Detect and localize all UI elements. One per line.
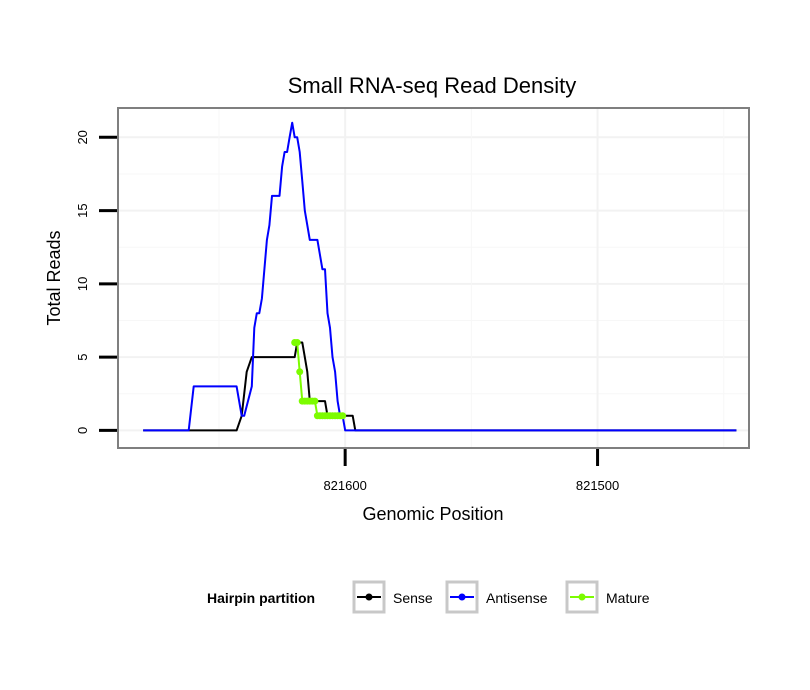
y-tick-label: 10 — [75, 277, 90, 291]
legend-title: Hairpin partition — [207, 590, 315, 606]
data-point-mature — [293, 338, 301, 346]
legend-point-sense — [365, 593, 373, 601]
y-tick-label: 5 — [75, 354, 90, 361]
plot-background — [118, 108, 749, 448]
plot-panel — [117, 107, 750, 449]
series-line-antisense — [143, 121, 737, 432]
data-point-mature — [296, 368, 304, 376]
legend-point-antisense — [458, 593, 466, 601]
y-axis: 0 5 10 15 20 — [75, 130, 117, 434]
y-tick-label: 20 — [75, 130, 90, 144]
y-tick-label: 0 — [75, 427, 90, 434]
x-axis: 821600 821500 — [323, 449, 619, 493]
legend-item-mature: Mature — [565, 580, 650, 614]
x-tick-label: 821500 — [576, 478, 619, 493]
legend-label-mature: Mature — [606, 590, 650, 606]
x-tick-label: 821600 — [323, 478, 366, 493]
data-point-mature — [311, 397, 319, 405]
legend-item-antisense: Antisense — [445, 580, 548, 614]
legend-item-sense: Sense — [352, 580, 433, 614]
y-axis-title: Total Reads — [44, 230, 64, 325]
plot-border — [117, 107, 750, 449]
legend: Hairpin partition Sense Antisense Mature — [207, 580, 650, 614]
data-point-mature — [339, 412, 347, 420]
y-tick-label: 15 — [75, 203, 90, 217]
legend-label-sense: Sense — [393, 590, 433, 606]
legend-point-mature — [578, 593, 586, 601]
chart-title: Small RNA-seq Read Density — [288, 73, 577, 98]
series-layer — [143, 121, 737, 432]
gridlines — [118, 108, 749, 448]
x-axis-title: Genomic Position — [362, 504, 503, 524]
legend-label-antisense: Antisense — [486, 590, 548, 606]
